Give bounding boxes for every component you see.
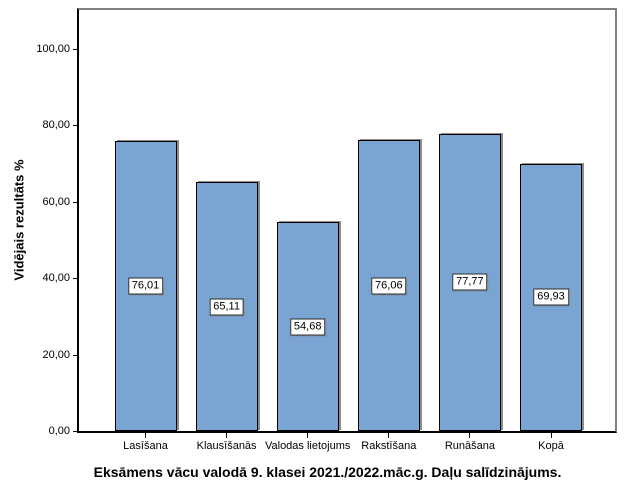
y-axis-title: Vidējais rezultāts % (11, 159, 27, 281)
plot-area: 76,01 65,11 54,68 76,06 77,77 69,93 (77, 8, 617, 433)
bar: 76,06 (357, 140, 420, 431)
bar: 65,11 (195, 182, 258, 431)
bar-value-label: 76,06 (371, 277, 407, 295)
bar-value-label: 77,77 (452, 273, 488, 291)
bar-value-label: 65,11 (209, 298, 244, 316)
x-tick-mark (307, 433, 309, 438)
x-tick-mark (388, 433, 390, 438)
y-tick-label: 100,00 (36, 42, 70, 55)
bar-value-label: 54,68 (289, 318, 326, 336)
y-tick-mark (73, 48, 79, 50)
x-tick-label: Runāšana (444, 440, 495, 452)
x-tick-label: Rakstīšana (361, 440, 417, 452)
x-tick-mark (550, 433, 552, 438)
x-tick-label: Klausīšanās (196, 440, 257, 452)
y-tick-label: 40,00 (42, 272, 70, 285)
y-tick-label: 80,00 (42, 119, 70, 132)
bar: 69,93 (520, 163, 582, 431)
y-tick-mark (73, 278, 79, 280)
x-tick-mark (469, 433, 471, 438)
y-tick-label: 20,00 (42, 348, 70, 361)
bar: 77,77 (438, 133, 501, 431)
y-tick-mark (73, 431, 79, 432)
y-tick-label: 60,00 (42, 195, 70, 208)
x-tick-label: Valodas lietojums (264, 440, 351, 452)
chart-caption: Eksāmens vācu valodā 9. klasei 2021./202… (93, 464, 562, 480)
x-tick-label: Kopā (538, 440, 564, 452)
y-tick-mark (73, 201, 79, 203)
bar: 76,01 (114, 140, 177, 431)
y-tick-label: 0,00 (48, 425, 70, 437)
x-tick-mark (145, 433, 146, 438)
x-tick-mark (226, 433, 228, 438)
bar: 54,68 (276, 222, 339, 431)
bar-value-label: 76,01 (127, 277, 164, 295)
x-tick-label: Lasīšana (123, 440, 168, 452)
y-tick-mark (73, 125, 79, 127)
bar-value-label: 69,93 (533, 288, 569, 306)
y-tick-mark (73, 354, 79, 356)
